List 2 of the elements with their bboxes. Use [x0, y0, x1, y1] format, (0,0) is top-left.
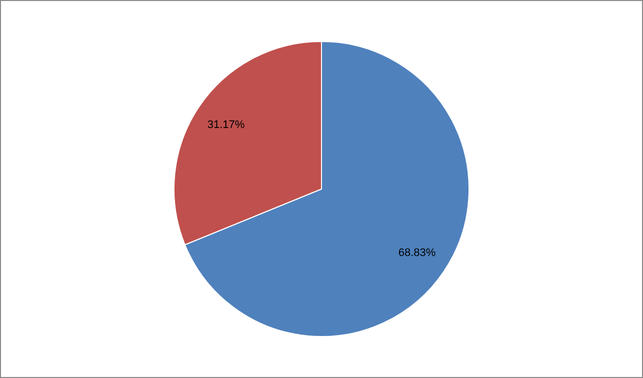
- data-label: 68.83%: [398, 247, 436, 260]
- data-label: 31.17%: [207, 118, 245, 131]
